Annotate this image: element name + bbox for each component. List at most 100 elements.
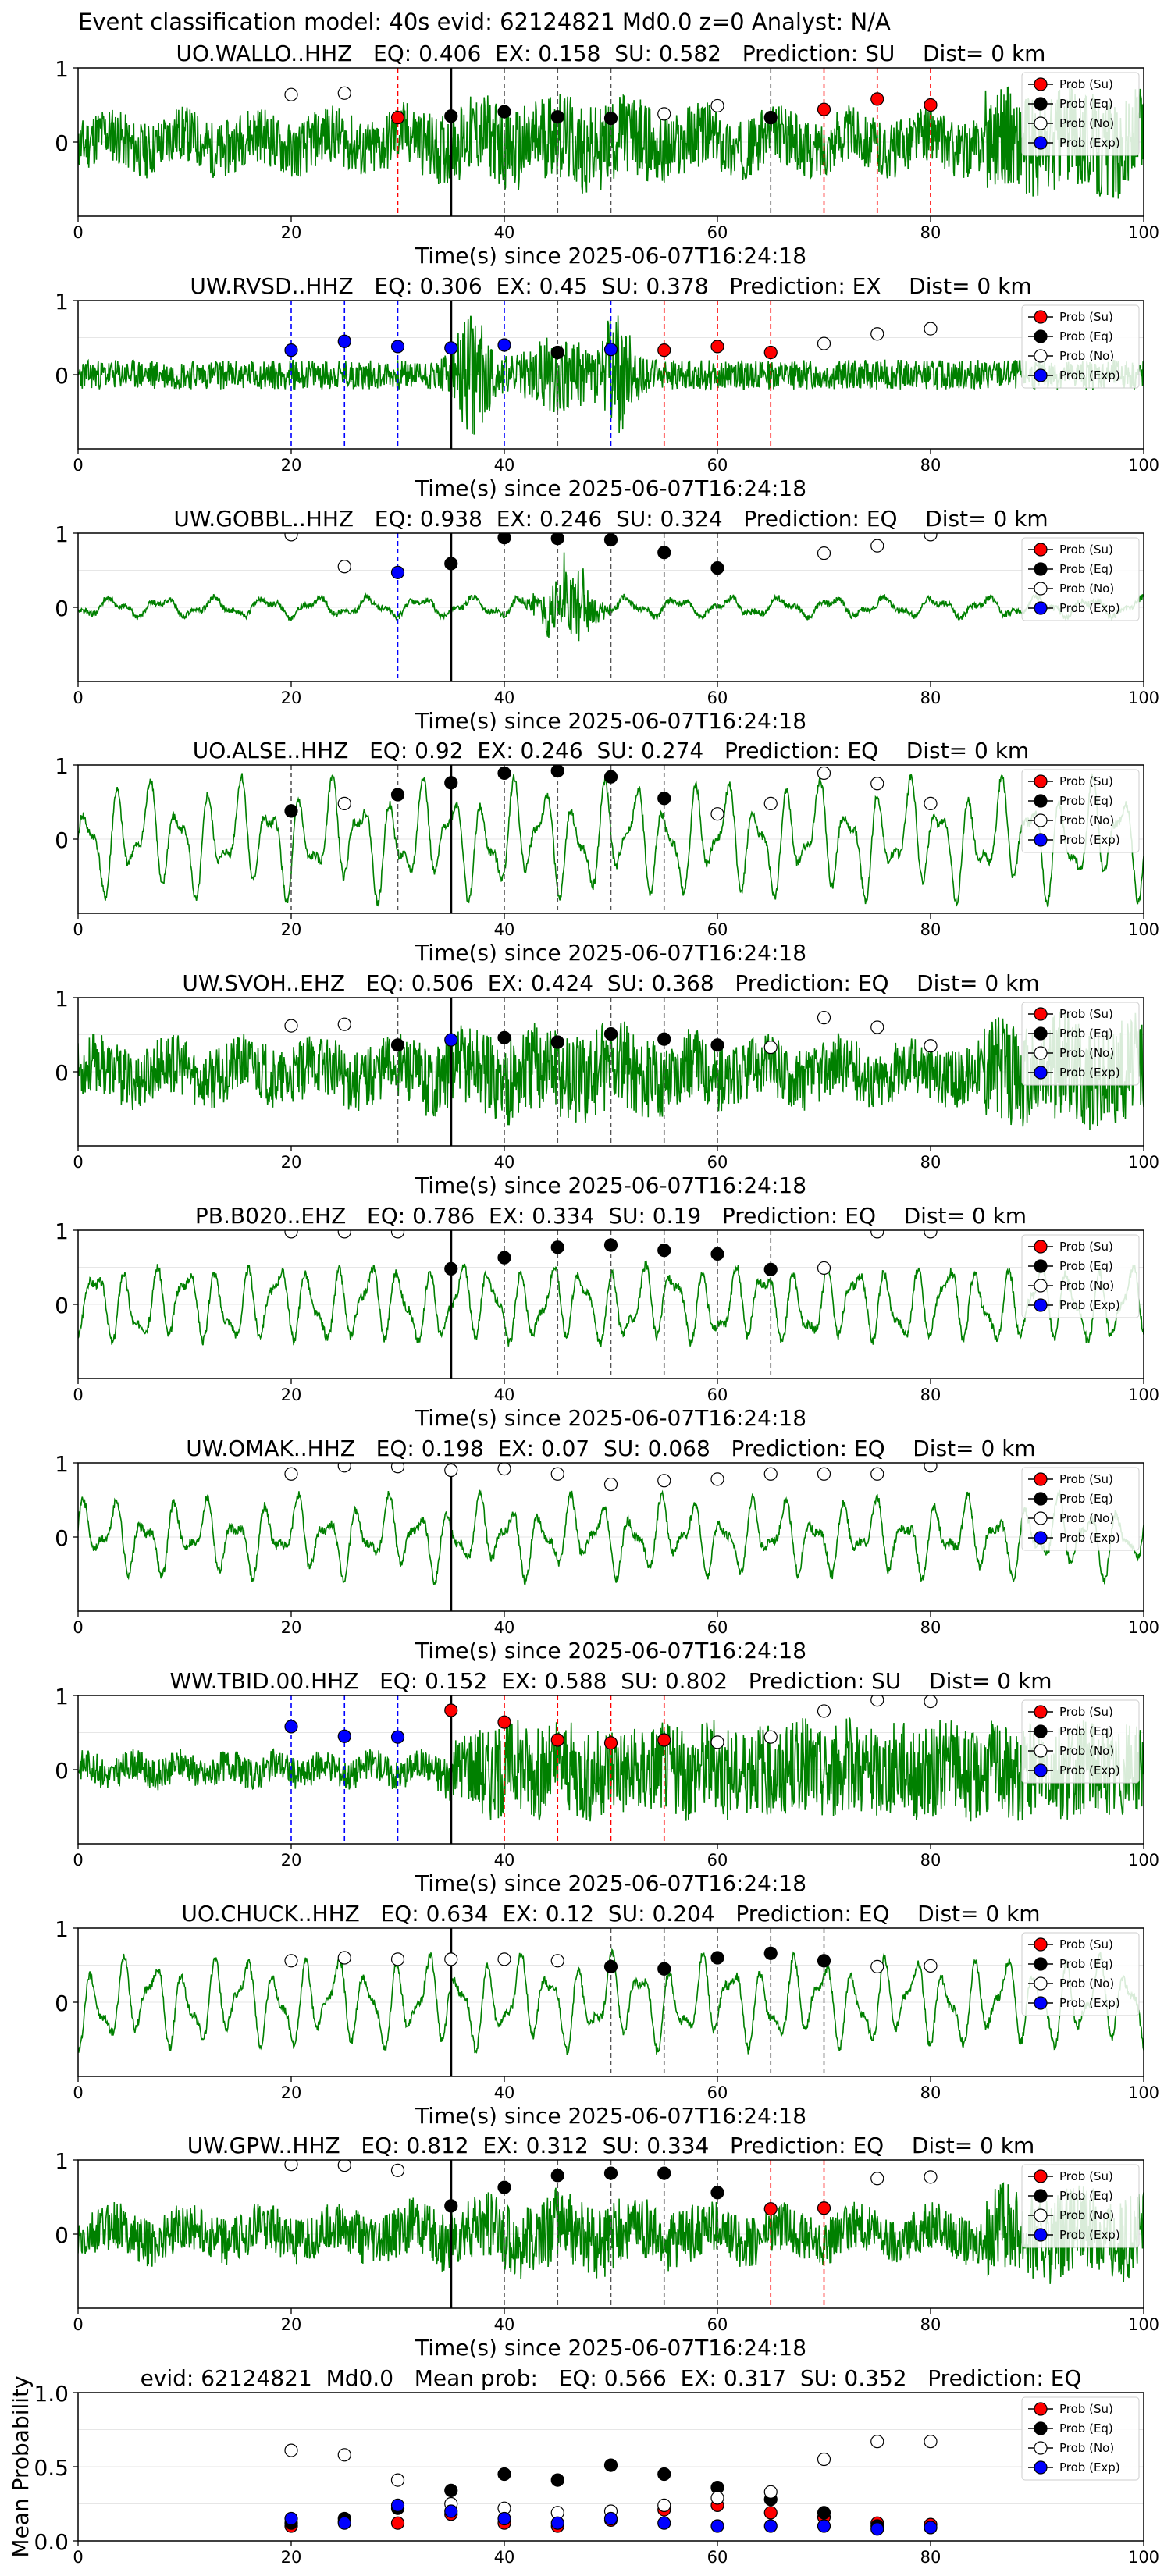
prob-point-no: [817, 1011, 831, 1025]
mean-point-su: [390, 2516, 405, 2530]
legend-marker-no: [1034, 349, 1048, 363]
prob-point-eq: [497, 2180, 511, 2194]
x-tick-label: 0: [73, 1386, 83, 1404]
legend-label-eq: Prob (Eq): [1059, 97, 1113, 111]
prob-point-eq: [550, 2169, 564, 2183]
prob-point-no: [444, 1463, 458, 1478]
prob-point-no: [870, 1467, 884, 1481]
x-tick-label: 0: [73, 2083, 83, 2102]
y-tick-label: 0: [55, 363, 69, 389]
y-tick-label: 0: [55, 1991, 69, 2016]
prob-point-eq: [550, 1035, 564, 1049]
x-tick-label: 40: [494, 2315, 515, 2334]
legend-marker-no: [1034, 582, 1048, 596]
prob-point-no: [870, 327, 884, 341]
legend-label-exp: Prob (Exp): [1059, 1996, 1120, 2010]
x-tick-label: 40: [494, 1618, 515, 1637]
prob-point-eq: [444, 1261, 458, 1276]
legend-marker-eq: [1034, 329, 1048, 343]
prob-point-eq: [603, 1238, 618, 1252]
x-tick-label: 60: [707, 920, 728, 939]
prob-point-no: [284, 533, 298, 542]
prob-point-eq: [444, 109, 458, 123]
legend-label-no: Prob (No): [1059, 2441, 1114, 2455]
x-axis-label: Time(s) since 2025-06-07T16:24:18: [415, 243, 806, 269]
legend-label-exp: Prob (Exp): [1059, 833, 1120, 847]
prob-point-no: [390, 2163, 405, 2177]
legend-marker-eq: [1034, 97, 1048, 111]
mean-point-exp: [550, 2516, 564, 2530]
prob-point-no: [870, 1959, 884, 1973]
prob-point-eq: [497, 766, 511, 781]
panel-8: WW.TBID.00.HHZ EQ: 0.152 EX: 0.588 SU: 0…: [55, 1668, 1159, 1896]
prob-point-no: [924, 796, 938, 811]
mean-point-exp: [817, 2519, 831, 2533]
prob-point-exp: [444, 1033, 458, 1047]
x-tick-label: 100: [1128, 456, 1159, 475]
x-tick-label: 20: [281, 920, 302, 939]
legend-marker-su: [1034, 543, 1048, 557]
x-tick-label: 100: [1128, 2548, 1159, 2567]
legend-label-su: Prob (Su): [1059, 774, 1113, 788]
mean-point-no: [657, 2498, 671, 2512]
x-tick-label: 40: [494, 920, 515, 939]
legend-marker-exp: [1034, 1996, 1048, 2010]
prob-point-eq: [497, 105, 511, 119]
prob-point-no: [817, 1704, 831, 1718]
legend-label-eq: Prob (Eq): [1059, 2421, 1113, 2435]
x-axis-label: Time(s) since 2025-06-07T16:24:18: [415, 2103, 806, 2129]
legend-label-eq: Prob (Eq): [1059, 2189, 1113, 2203]
x-tick-label: 40: [494, 688, 515, 707]
x-tick-label: 60: [707, 1153, 728, 1172]
prob-point-eq: [710, 561, 724, 575]
panel-title: evid: 62124821 Md0.0 Mean prob: EQ: 0.56…: [141, 2365, 1082, 2391]
mean-point-eq: [444, 2483, 458, 2497]
prob-point-su: [444, 1703, 458, 1717]
legend-marker-su: [1034, 1937, 1048, 1952]
prob-point-no: [284, 1230, 298, 1239]
prob-point-eq: [444, 776, 458, 790]
x-tick-label: 100: [1128, 2083, 1159, 2102]
prob-point-eq: [444, 2199, 458, 2213]
legend-label-su: Prob (Su): [1059, 2169, 1113, 2183]
prob-point-eq: [657, 1962, 671, 1976]
x-tick-label: 60: [707, 2548, 728, 2567]
legend: Prob (Su) Prob (Eq) Prob (No) Prob (Exp): [1021, 1932, 1140, 2016]
legend-label-eq: Prob (Eq): [1059, 1492, 1113, 1506]
legend-marker-su: [1034, 774, 1048, 788]
legend-marker-eq: [1034, 1259, 1048, 1273]
legend-marker-su: [1034, 2402, 1048, 2416]
legend: Prob (Su) Prob (Eq) Prob (No) Prob (Exp): [1021, 537, 1140, 621]
prob-point-eq: [550, 110, 564, 124]
prob-point-eq: [657, 546, 671, 560]
mean-point-eq: [603, 2458, 618, 2472]
legend-marker-su: [1034, 1472, 1048, 1486]
y-tick-label: 1: [55, 986, 69, 1012]
y-axis-label: Mean Probability: [8, 2375, 34, 2557]
prob-point-eq: [603, 533, 618, 547]
x-tick-label: 0: [73, 2548, 83, 2567]
prob-point-no: [284, 1019, 298, 1033]
mean-point-no: [817, 2452, 831, 2467]
prob-point-no: [924, 1463, 938, 1473]
legend-label-su: Prob (Su): [1059, 77, 1113, 91]
legend-marker-eq: [1034, 1957, 1048, 1971]
legend-marker-eq: [1034, 1724, 1048, 1738]
x-tick-label: 0: [73, 223, 83, 242]
x-tick-label: 60: [707, 2315, 728, 2334]
y-tick-label: 0: [55, 2222, 69, 2248]
legend-label-eq: Prob (Eq): [1059, 1259, 1113, 1273]
prob-point-no: [710, 1472, 724, 1486]
x-tick-label: 80: [920, 456, 941, 475]
prob-point-no: [657, 107, 671, 121]
prob-point-su: [924, 98, 938, 112]
legend-label-exp: Prob (Exp): [1059, 136, 1120, 150]
y-tick-label: 1: [55, 1219, 69, 1244]
prob-point-no: [817, 336, 831, 350]
panel-11: evid: 62124821 Md0.0 Mean prob: EQ: 0.56…: [8, 2365, 1159, 2567]
prob-point-no: [284, 1954, 298, 1968]
prob-point-no: [337, 796, 351, 811]
legend-label-eq: Prob (Eq): [1059, 562, 1113, 576]
prob-point-no: [710, 98, 724, 113]
